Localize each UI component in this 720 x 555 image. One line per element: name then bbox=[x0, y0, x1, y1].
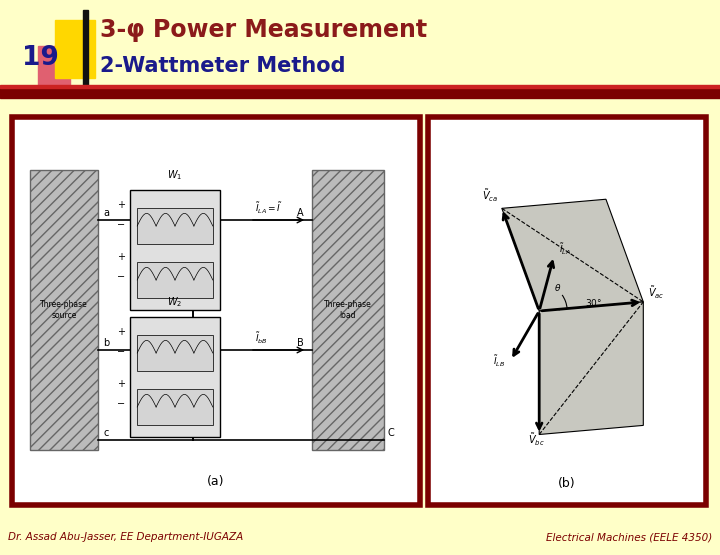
Text: $\tilde{I}_{bB}$: $\tilde{I}_{bB}$ bbox=[255, 330, 268, 346]
Polygon shape bbox=[539, 302, 643, 435]
Text: $\tilde{I}_{LB}$: $\tilde{I}_{LB}$ bbox=[493, 354, 505, 369]
Text: −: − bbox=[117, 220, 125, 230]
Text: Dr. Assad Abu-Jasser, EE Department-IUGAZA: Dr. Assad Abu-Jasser, EE Department-IUGA… bbox=[8, 532, 243, 542]
Text: +: + bbox=[117, 327, 125, 337]
Bar bbox=[312, 170, 384, 450]
Bar bbox=[138, 262, 213, 298]
Text: Three-phase
source: Three-phase source bbox=[40, 300, 88, 320]
Text: $W_1$: $W_1$ bbox=[167, 168, 183, 182]
Text: 19: 19 bbox=[22, 45, 59, 71]
Bar bbox=[428, 117, 706, 505]
Bar bbox=[0, 85, 720, 88]
Text: B: B bbox=[297, 338, 304, 348]
Bar bbox=[138, 335, 213, 371]
Bar bbox=[138, 208, 213, 244]
Text: +: + bbox=[117, 251, 125, 261]
Text: $\theta$: $\theta$ bbox=[554, 282, 562, 293]
Text: a: a bbox=[103, 208, 109, 218]
Text: $\tilde{V}_{ac}$: $\tilde{V}_{ac}$ bbox=[648, 284, 665, 301]
Text: $30°$: $30°$ bbox=[585, 297, 602, 308]
Bar bbox=[83, 10, 88, 92]
Text: +: + bbox=[117, 200, 125, 210]
Bar bbox=[0, 88, 720, 98]
Text: C: C bbox=[387, 428, 394, 438]
Text: 2-Wattmeter Method: 2-Wattmeter Method bbox=[100, 56, 346, 76]
Text: $\tilde{V}_{bc}$: $\tilde{V}_{bc}$ bbox=[528, 432, 544, 448]
Text: 3-φ Power Measurement: 3-φ Power Measurement bbox=[100, 18, 427, 42]
Polygon shape bbox=[502, 199, 643, 311]
Text: −: − bbox=[117, 399, 125, 409]
Text: −: − bbox=[117, 272, 125, 282]
Bar bbox=[130, 317, 220, 437]
Bar bbox=[130, 190, 220, 310]
Text: Three-phase
load: Three-phase load bbox=[324, 300, 372, 320]
Text: +: + bbox=[117, 379, 125, 388]
Bar bbox=[38, 46, 70, 88]
Bar bbox=[12, 117, 420, 505]
Bar bbox=[138, 389, 213, 425]
Text: b: b bbox=[103, 338, 109, 348]
Text: A: A bbox=[297, 208, 304, 218]
Text: $\tilde{I}_{LA}$: $\tilde{I}_{LA}$ bbox=[559, 242, 571, 258]
Text: (a): (a) bbox=[207, 475, 225, 488]
Bar bbox=[30, 170, 98, 450]
Bar bbox=[55, 20, 95, 78]
Text: (b): (b) bbox=[558, 477, 576, 490]
Text: $W_2$: $W_2$ bbox=[168, 295, 183, 309]
Text: $\tilde{V}_{ca}$: $\tilde{V}_{ca}$ bbox=[482, 188, 498, 204]
Text: c: c bbox=[103, 428, 109, 438]
Text: −: − bbox=[117, 347, 125, 357]
Text: Electrical Machines (EELE 4350): Electrical Machines (EELE 4350) bbox=[546, 532, 712, 542]
Text: $\tilde{I}_{LA}=\tilde{I}$: $\tilde{I}_{LA}=\tilde{I}$ bbox=[255, 200, 282, 215]
